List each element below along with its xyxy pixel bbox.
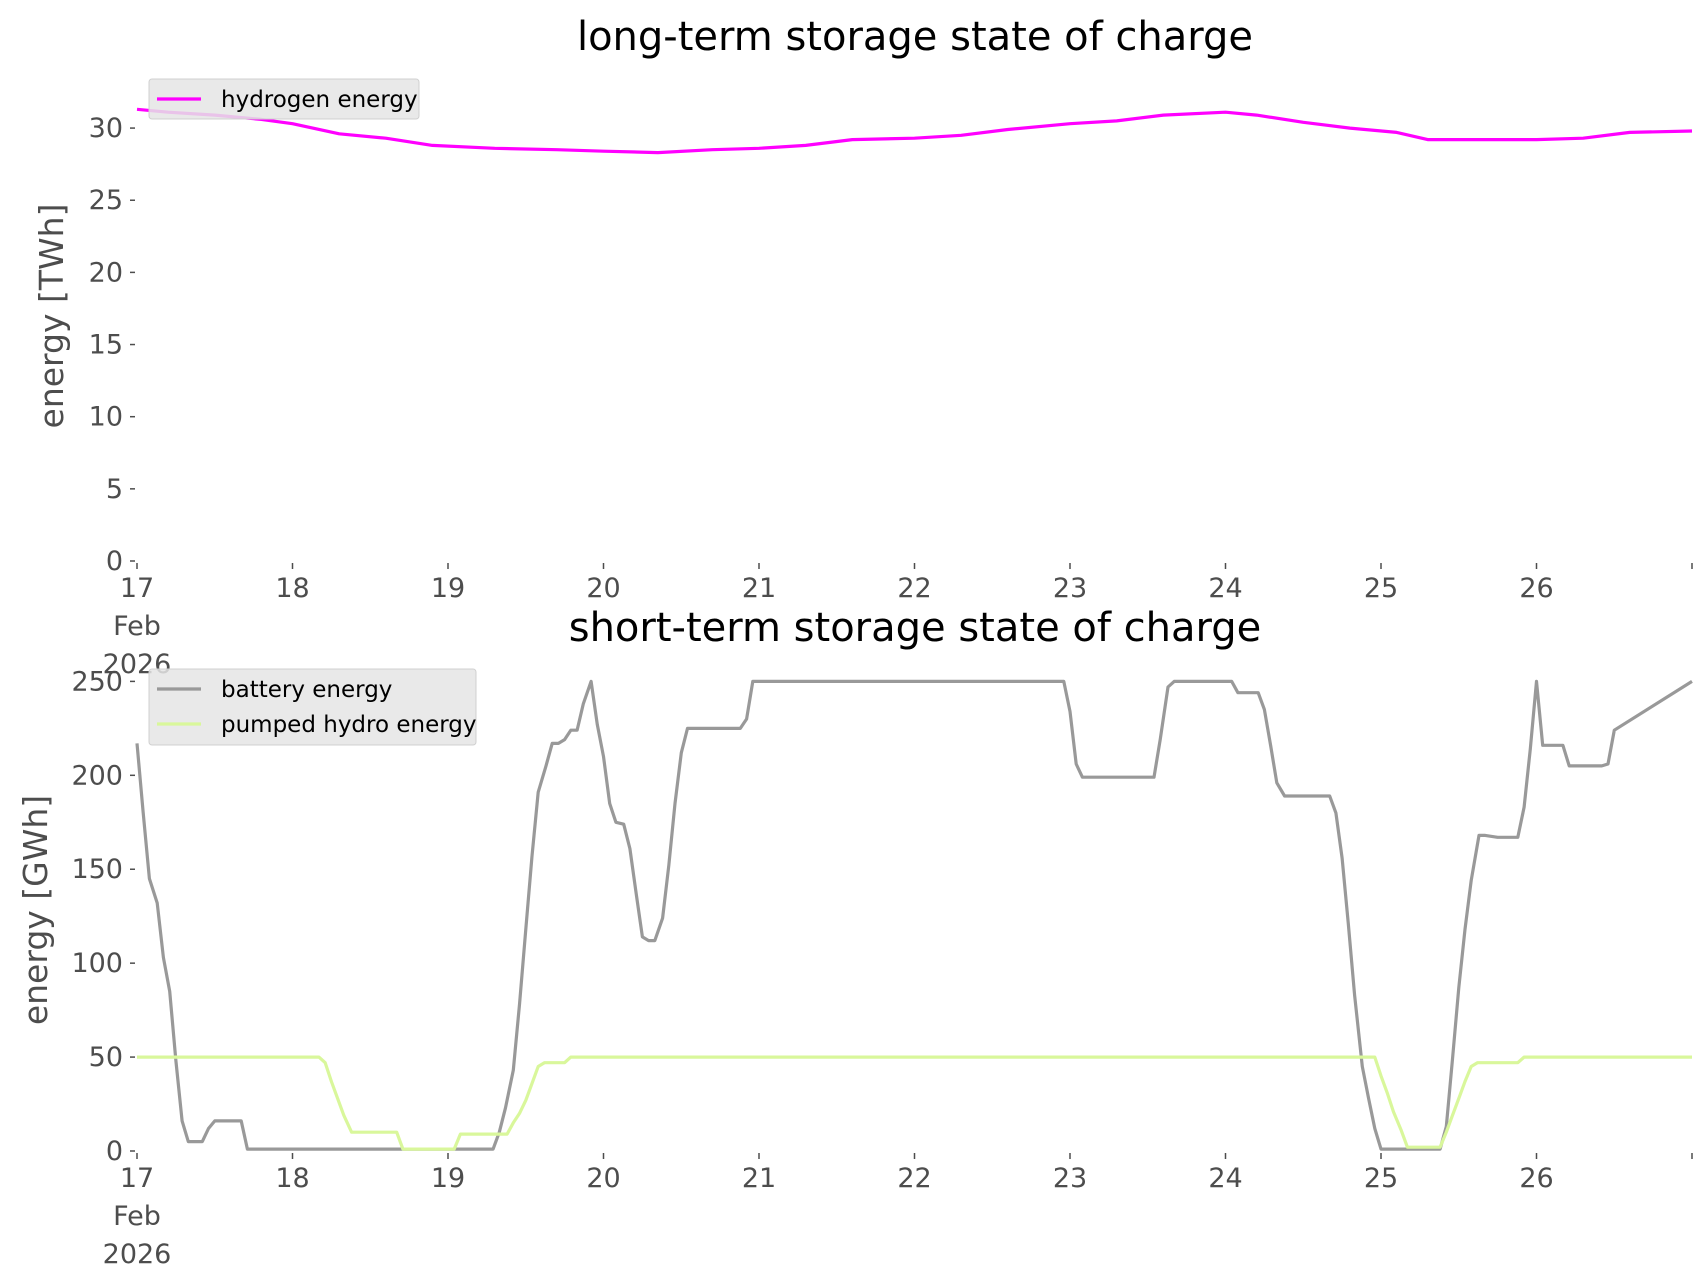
long-term-y-tick-label: 10 [89,402,123,433]
long-term-legend-label: hydrogen energy [221,87,418,113]
long-term-y-tick-label: 15 [89,330,123,361]
short-term-y-tick-label: 50 [89,1042,123,1073]
short-term-x-tick-label: Feb [113,1201,161,1232]
short-term-x-tick-label: 2026 [103,1239,172,1270]
long-term-storage-panel: long-term storage state of charge energy… [32,14,1693,680]
short-term-series-pumped-hydro-energy [137,1055,1692,1151]
short-term-series-battery-energy [135,679,1693,1151]
long-term-x-tick-label: 20 [586,573,620,604]
long-term-y-axis-label: energy [TWh] [32,204,71,429]
long-term-y-tick-label: 30 [89,113,123,144]
long-term-x-tick-label: Feb [113,611,161,642]
short-term-x-tick-label: 24 [1208,1163,1242,1194]
short-term-y-ticks: 0 50 100 150 200 250 [71,666,135,1167]
long-term-x-tick-label: 18 [275,573,309,604]
short-term-y-tick-label: 100 [71,948,123,979]
long-term-x-tick-label: 22 [897,573,931,604]
short-term-legend-label: pumped hydro energy [221,712,477,738]
short-term-x-tick-label: 22 [897,1163,931,1194]
short-term-storage-panel: short-term storage state of charge energ… [16,605,1693,1270]
short-term-x-ticks: 17 Feb 2026 18 19 20 21 22 23 24 25 26 [103,1153,1693,1270]
short-term-legend: battery energy pumped hydro energy [148,668,477,746]
long-term-x-tick-label: 17 [120,573,154,604]
long-term-y-tick-label: 5 [106,474,123,505]
long-term-series-hydrogen-energy [136,107,1693,155]
short-term-series-lines [135,679,1693,1151]
short-term-y-axis-label: energy [GWh] [16,795,55,1025]
long-term-x-tick-label: 19 [431,573,465,604]
short-term-x-tick-label: 19 [431,1163,465,1194]
long-term-x-tick-label: 24 [1208,573,1242,604]
long-term-x-tick-label: 25 [1364,573,1398,604]
short-term-x-tick-label: 26 [1519,1163,1553,1194]
short-term-legend-label: battery energy [221,677,392,703]
short-term-x-tick-label: 20 [586,1163,620,1194]
long-term-x-tick-label: 21 [742,573,776,604]
long-term-y-tick-label: 25 [89,185,123,216]
short-term-y-tick-label: 150 [71,854,123,885]
long-term-y-tick-label: 20 [89,257,123,288]
short-term-y-tick-label: 0 [106,1136,123,1167]
short-term-chart-title: short-term storage state of charge [569,605,1262,651]
short-term-x-tick-label: 23 [1053,1163,1087,1194]
short-term-y-tick-label: 200 [71,760,123,791]
long-term-x-tick-label: 26 [1519,573,1553,604]
short-term-x-tick-label: 17 [120,1163,154,1194]
long-term-y-tick-label: 0 [106,546,123,577]
short-term-y-tick-label: 250 [71,666,123,697]
long-term-legend: hydrogen energy [148,78,420,120]
long-term-chart-title: long-term storage state of charge [577,14,1253,60]
short-term-x-tick-label: 25 [1364,1163,1398,1194]
long-term-series-lines [136,107,1693,155]
long-term-legend-box [148,78,420,120]
long-term-y-ticks: 0 5 10 15 20 25 30 [89,113,135,577]
long-term-x-tick-label: 23 [1053,573,1087,604]
short-term-legend-box [148,668,477,746]
short-term-x-tick-label: 21 [742,1163,776,1194]
short-term-x-tick-label: 18 [275,1163,309,1194]
